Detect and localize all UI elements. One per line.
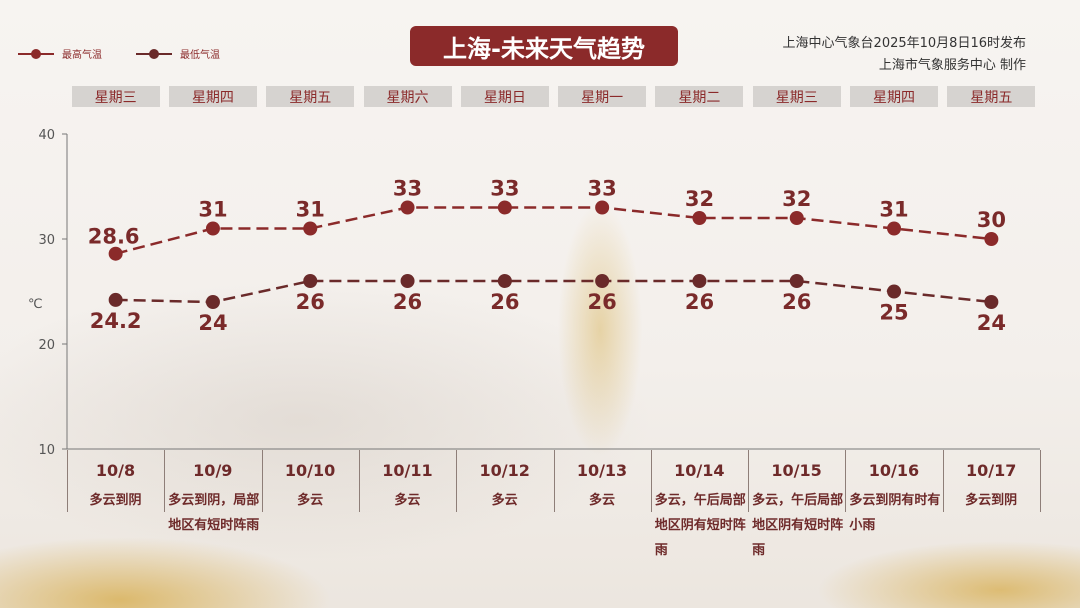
column-divider — [748, 450, 750, 512]
weekday-header: 星期四 — [168, 86, 257, 107]
weekday-header: 星期二 — [655, 86, 744, 107]
column-divider — [456, 450, 458, 512]
weather-description: 多云 — [297, 493, 324, 508]
legend-high-label: 最高气温 — [62, 50, 102, 61]
date-label: 10/8 — [95, 461, 136, 480]
legend-low-marker-icon — [136, 48, 172, 59]
low-temp-point — [789, 274, 804, 288]
legend-low-label: 最低气温 — [180, 50, 220, 61]
column-divider — [164, 450, 166, 512]
low-temp-label: 26 — [588, 290, 617, 314]
high-temp-label: 32 — [685, 187, 714, 211]
y-tick-label: 40 — [38, 128, 55, 143]
column-divider — [942, 450, 944, 512]
date-label: 10/16 — [868, 461, 920, 480]
low-temp-label: 26 — [782, 290, 811, 314]
low-temp-point — [984, 295, 999, 309]
low-temp-label: 25 — [879, 301, 908, 325]
weekday-header: 星期四 — [850, 86, 939, 107]
weather-description: 多云 — [394, 493, 421, 508]
low-temp-label: 24.2 — [90, 309, 142, 333]
column-divider — [845, 450, 847, 512]
low-temp-label: 26 — [685, 290, 714, 314]
producer-line: 上海市气象服务中心 制作 — [878, 58, 1026, 73]
low-temp-point — [400, 274, 415, 288]
weather-description: 多云，午后局部地区阴有短时阵雨 — [752, 493, 844, 558]
weekday-header: 星期三 — [71, 86, 160, 107]
high-temp-label: 32 — [782, 187, 811, 211]
date-label: 10/17 — [966, 461, 1017, 480]
column-divider — [358, 450, 360, 512]
column-divider — [67, 450, 68, 512]
high-temp-label: 31 — [879, 198, 908, 222]
weather-description: 多云到阴有时有小雨 — [849, 493, 941, 533]
high-temp-point — [108, 246, 123, 261]
weather-description: 多云到阴 — [965, 493, 1018, 508]
high-temp-line — [115, 206, 992, 255]
column-divider — [553, 450, 555, 512]
page-title: 上海-未来天气趋势 — [410, 26, 678, 66]
high-temp-point — [692, 211, 707, 225]
low-temp-point — [887, 284, 902, 299]
date-label: 10/9 — [193, 461, 233, 480]
high-temp-label: 33 — [588, 177, 617, 201]
high-temp-point — [400, 200, 415, 215]
high-temp-point — [595, 200, 610, 215]
high-temp-label: 31 — [296, 198, 325, 222]
weekday-header: 星期五 — [947, 86, 1036, 107]
weather-description: 多云到阴，局部地区有短时阵雨 — [168, 493, 260, 533]
date-label: 10/13 — [576, 461, 628, 480]
high-temp-label: 33 — [393, 177, 422, 201]
legend-low: 最低气温 — [136, 46, 220, 61]
weather-description: 多云到阴 — [89, 493, 142, 508]
weather-description: 多云 — [588, 493, 615, 508]
high-temp-point — [887, 221, 902, 236]
weekday-header: 星期六 — [363, 86, 452, 107]
y-axis-label: ℃ — [28, 297, 43, 312]
low-temp-point — [205, 295, 220, 309]
high-temp-point — [303, 221, 318, 236]
low-temp-label: 26 — [393, 290, 422, 314]
low-temp-label: 26 — [296, 290, 325, 314]
weekday-header: 星期一 — [558, 86, 647, 107]
high-temp-point — [789, 211, 804, 225]
low-temp-line — [115, 279, 992, 304]
date-label: 10/14 — [674, 461, 725, 480]
low-temp-label: 24 — [977, 311, 1006, 335]
high-temp-point — [984, 232, 999, 246]
weather-description: 多云 — [491, 493, 518, 508]
source-line: 上海中心气象台2025年10月8日16时发布 — [782, 36, 1026, 51]
y-tick-label: 10 — [38, 443, 55, 458]
date-label: 10/11 — [382, 461, 433, 480]
column-divider — [261, 450, 263, 512]
high-temp-label: 28.6 — [88, 225, 140, 249]
weekday-header: 星期日 — [460, 86, 549, 107]
date-label: 10/10 — [284, 461, 336, 480]
date-label: 10/12 — [479, 461, 530, 480]
low-temp-point — [108, 292, 123, 307]
high-temp-label: 33 — [490, 177, 519, 201]
low-temp-label: 26 — [490, 290, 519, 314]
weekday-header: 星期五 — [266, 86, 355, 107]
legend-high: 最高气温 — [18, 46, 102, 61]
high-temp-point — [205, 221, 220, 236]
low-temp-point — [595, 274, 610, 288]
low-temp-point — [303, 274, 318, 288]
column-divider — [650, 450, 652, 512]
y-tick-label: 30 — [38, 233, 55, 248]
high-temp-label: 31 — [198, 198, 227, 222]
column-divider — [1040, 450, 1041, 512]
weekday-header: 星期三 — [752, 86, 841, 107]
legend-high-marker-icon — [18, 48, 54, 59]
y-tick-label: 20 — [38, 338, 55, 353]
low-temp-label: 24 — [198, 311, 227, 335]
high-temp-point — [497, 200, 512, 215]
high-temp-label: 30 — [977, 208, 1006, 232]
low-temp-point — [497, 274, 512, 288]
date-label: 10/15 — [771, 461, 822, 480]
weather-description: 多云，午后局部地区阴有短时阵雨 — [654, 493, 746, 558]
low-temp-point — [692, 274, 707, 288]
